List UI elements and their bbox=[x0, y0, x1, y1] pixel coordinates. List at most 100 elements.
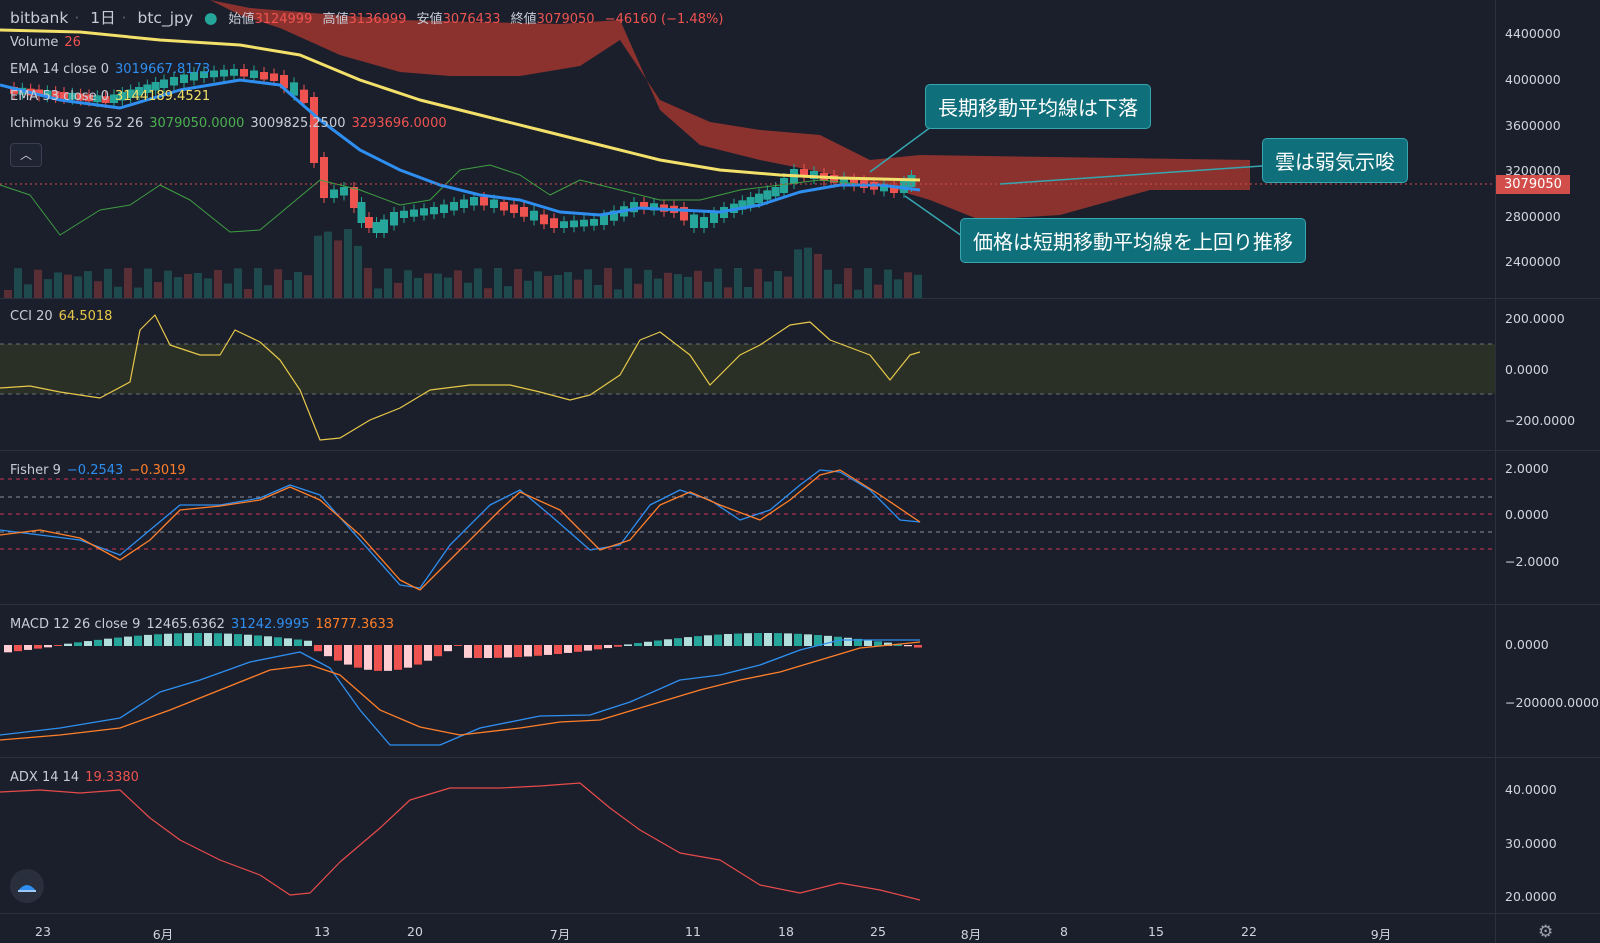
volume-bar bbox=[654, 278, 662, 298]
volume-bar bbox=[524, 280, 532, 298]
macd-histogram-bar bbox=[684, 637, 692, 646]
candle-body bbox=[372, 222, 381, 233]
macd-histogram-bar bbox=[4, 645, 12, 653]
candle-body bbox=[440, 204, 448, 213]
candle-body bbox=[680, 207, 688, 221]
price-axis[interactable] bbox=[1495, 0, 1600, 943]
volume-legend[interactable]: Volume 26 bbox=[10, 35, 87, 50]
macd-histogram-bar bbox=[714, 634, 722, 646]
macd-histogram-bar bbox=[414, 645, 422, 665]
volume-bar bbox=[534, 271, 542, 298]
candle-body bbox=[330, 189, 338, 198]
candle-body bbox=[310, 97, 318, 163]
price-tick: 2400000 bbox=[1505, 254, 1561, 269]
macd-histogram-bar bbox=[764, 633, 772, 646]
macd-histogram-bar bbox=[484, 645, 492, 658]
symbol-header[interactable]: bitbank · 1日 · btc_jpy ● 始値3124999 高値31369… bbox=[10, 9, 724, 27]
candle-body bbox=[240, 69, 248, 77]
candle-body bbox=[365, 217, 373, 228]
candle-body bbox=[151, 82, 160, 91]
annotation-cloud[interactable]: 雲は弱気示唆 bbox=[1262, 138, 1408, 183]
volume-bar bbox=[224, 283, 232, 298]
candle-body bbox=[220, 69, 228, 77]
candle-body bbox=[400, 210, 408, 218]
gear-icon[interactable]: ⚙ bbox=[1538, 922, 1554, 942]
candle-body bbox=[500, 202, 508, 211]
ichimoku-value-1: 3079050.0000 bbox=[149, 116, 245, 131]
macd-histogram-bar bbox=[784, 633, 792, 646]
macd-histogram-bar bbox=[454, 645, 462, 646]
ema14-legend[interactable]: EMA 14 close 0 3019667.8173 bbox=[10, 62, 216, 77]
annotation-short-ma[interactable]: 価格は短期移動平均線を上回り推移 bbox=[960, 218, 1306, 263]
candle-body bbox=[700, 217, 708, 228]
ichimoku-legend[interactable]: Ichimoku 9 26 52 26 3079050.0000 3009825.2… bbox=[10, 116, 453, 131]
macd-histogram-bar bbox=[114, 637, 122, 646]
macd-histogram-bar bbox=[734, 633, 742, 646]
time-tick: 11 bbox=[685, 924, 701, 939]
volume-bar bbox=[64, 274, 72, 298]
volume-bar bbox=[824, 269, 832, 298]
candle-body bbox=[570, 220, 578, 228]
volume-bar bbox=[404, 270, 412, 298]
volume-bar bbox=[584, 269, 592, 298]
candle-body bbox=[43, 90, 52, 98]
volume-bar bbox=[234, 268, 242, 298]
annotation-long-ma[interactable]: 長期移動平均線は下落 bbox=[925, 84, 1151, 129]
candle-body bbox=[210, 70, 218, 78]
macd-histogram-bar bbox=[494, 645, 502, 658]
candle-body bbox=[250, 70, 258, 78]
fisher-legend[interactable]: Fisher 9 −0.2543 −0.3019 bbox=[10, 463, 192, 478]
volume-bar bbox=[604, 268, 612, 298]
macd-histogram-bar bbox=[544, 645, 552, 655]
symbol-name[interactable]: btc_jpy bbox=[137, 9, 194, 27]
volume-bar bbox=[374, 288, 382, 298]
macd-histogram-bar bbox=[574, 645, 582, 652]
pane-separator[interactable] bbox=[0, 450, 1600, 451]
macd-histogram-bar bbox=[34, 645, 42, 649]
macd-histogram-bar bbox=[404, 645, 412, 668]
volume-bar bbox=[574, 279, 582, 298]
macd-histogram-bar bbox=[304, 640, 312, 646]
macd-histogram-bar bbox=[534, 645, 542, 656]
candle-body bbox=[890, 185, 898, 193]
volume-bar bbox=[434, 273, 442, 298]
candle-body bbox=[170, 77, 178, 86]
macd-histogram-bar bbox=[874, 641, 882, 646]
cci-legend[interactable]: CCI 20 64.5018 bbox=[10, 309, 118, 324]
interval-label[interactable]: 1日 bbox=[90, 9, 116, 27]
pane-separator[interactable] bbox=[0, 757, 1600, 758]
volume-bar bbox=[474, 268, 482, 298]
macd-histogram-bar bbox=[384, 645, 392, 671]
macd-histogram-bar bbox=[754, 633, 762, 646]
macd-histogram-bar bbox=[294, 639, 302, 646]
volume-bar bbox=[844, 268, 852, 298]
cci-value: 64.5018 bbox=[58, 309, 113, 324]
volume-bar bbox=[784, 276, 792, 298]
volume-bar bbox=[54, 272, 62, 298]
pane-separator[interactable] bbox=[0, 604, 1600, 605]
adx-legend[interactable]: ADX 14 14 19.3380 bbox=[10, 770, 145, 785]
macd-histogram-bar bbox=[194, 633, 202, 646]
macd-histogram-bar bbox=[614, 645, 622, 647]
ema53-legend[interactable]: EMA 53 close 0 3144189.4521 bbox=[10, 89, 216, 104]
time-tick: 15 bbox=[1148, 924, 1164, 939]
candle-body bbox=[650, 203, 658, 211]
candle-body bbox=[420, 208, 428, 216]
tradingview-logo-icon[interactable] bbox=[10, 869, 44, 903]
candle-body bbox=[160, 79, 168, 88]
pane-separator[interactable] bbox=[0, 298, 1600, 299]
price-tick: 4000000 bbox=[1505, 72, 1561, 87]
macd-signal-line bbox=[0, 641, 921, 741]
macd-value-3: 18777.3633 bbox=[315, 617, 395, 632]
volume-bar bbox=[194, 272, 202, 298]
macd-histogram-bar bbox=[634, 643, 642, 646]
time-tick: 8 bbox=[1060, 924, 1068, 939]
candle-body bbox=[746, 197, 755, 207]
macd-legend[interactable]: MACD 12 26 close 9 12465.6362 31242.9995 18… bbox=[10, 617, 400, 632]
candle-body bbox=[560, 221, 568, 228]
ema14-line bbox=[0, 78, 921, 217]
collapse-legend-button[interactable]: ︿ bbox=[10, 143, 42, 167]
candle-body bbox=[68, 92, 77, 100]
ema14-name: EMA 14 close 0 bbox=[10, 62, 110, 77]
